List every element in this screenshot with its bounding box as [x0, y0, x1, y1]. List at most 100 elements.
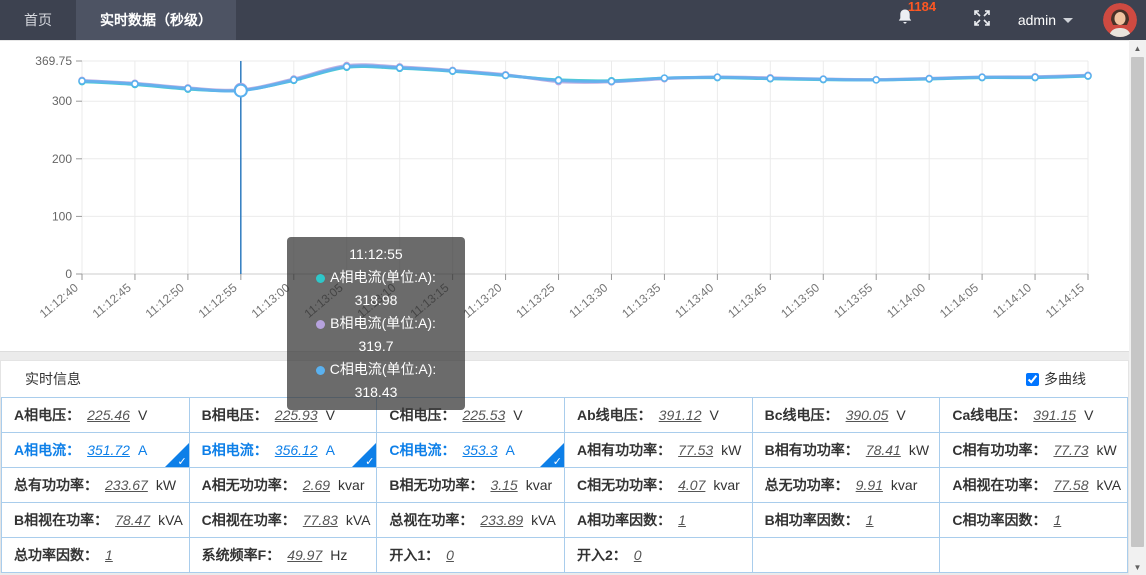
table-cell[interactable]: A相功率因数： 1 — [565, 503, 753, 538]
fullscreen-button[interactable] — [972, 8, 992, 33]
metric-value-link[interactable]: 233.89 — [480, 512, 524, 528]
table-cell[interactable]: C相电流： 353.3 A ✓ — [377, 433, 565, 468]
metric-label: C相功率因数： — [952, 512, 1047, 528]
table-cell[interactable]: C相功率因数： 1 — [940, 503, 1128, 538]
metric-unit: A — [325, 442, 335, 458]
table-cell[interactable]: B相视在功率： 78.47 kVA — [2, 503, 190, 538]
metric-value-link[interactable]: 233.67 — [105, 477, 148, 493]
metric-value-link[interactable]: 77.58 — [1053, 477, 1089, 493]
avatar[interactable] — [1103, 3, 1137, 37]
metric-value-link[interactable]: 78.41 — [865, 442, 901, 458]
metric-label: Ca线电压： — [952, 407, 1027, 423]
metric-value-link[interactable]: 9.91 — [855, 477, 883, 493]
realtime-chart[interactable]: 0 100 200 300 369.75 11:12:40 11:12:45 11:12:50… — [0, 41, 1125, 349]
table-cell[interactable]: A相有功功率： 77.53 kW — [565, 433, 753, 468]
metric-value-link[interactable]: 77.53 — [678, 442, 714, 458]
table-cell[interactable]: B相功率因数： 1 — [752, 503, 941, 538]
metric-unit: kvar — [713, 477, 740, 493]
metric-value-link[interactable]: 351.72 — [87, 442, 130, 458]
metric-value-link[interactable]: 0 — [633, 547, 642, 563]
table-cell[interactable]: C相电压： 225.53 V — [377, 398, 565, 433]
svg-text:11:12:55: 11:12:55 — [196, 280, 240, 320]
scrollbar-up-button[interactable]: ▲ — [1133, 43, 1142, 53]
metric-label: A相视在功率： — [952, 477, 1047, 493]
table-cell[interactable]: Ab线电压： 391.12 V — [565, 398, 753, 433]
table-cell-empty — [940, 538, 1128, 573]
metric-label: B相有功功率： — [764, 442, 859, 458]
metric-value-link[interactable]: 356.12 — [274, 442, 318, 458]
scrollbar-down-button[interactable]: ▼ — [1133, 562, 1142, 572]
table-cell[interactable]: B相电流： 356.12 A ✓ — [189, 433, 378, 468]
metric-value-link[interactable]: 391.12 — [658, 407, 702, 423]
info-panel-title: 实时信息 — [25, 371, 81, 387]
table-cell[interactable]: C相视在功率： 77.83 kVA — [189, 503, 378, 538]
metric-label: A相有功功率： — [577, 442, 672, 458]
metric-label: Ab线电压： — [577, 407, 652, 423]
metric-unit: V — [325, 407, 335, 423]
svg-text:11:14:05: 11:14:05 — [937, 280, 981, 320]
table-cell[interactable]: 开入2： 0 — [565, 538, 753, 573]
check-icon: ✓ — [177, 456, 187, 468]
metric-value-link[interactable]: 225.46 — [87, 407, 130, 423]
metric-value-link[interactable]: 391.15 — [1033, 407, 1077, 423]
svg-text:11:13:55: 11:13:55 — [831, 280, 875, 320]
table-cell[interactable]: C相有功功率： 77.73 kW — [940, 433, 1128, 468]
metric-label: 总有功功率： — [14, 477, 98, 493]
table-cell[interactable]: B相电压： 225.93 V — [189, 398, 378, 433]
table-cell[interactable]: 总视在功率： 233.89 kVA — [377, 503, 565, 538]
table-cell[interactable]: A相视在功率： 77.58 kVA — [940, 468, 1128, 503]
svg-text:369.75: 369.75 — [35, 54, 72, 68]
metric-value-link[interactable]: 49.97 — [287, 547, 323, 563]
metric-value-link[interactable]: 3.15 — [490, 477, 518, 493]
metric-label: 总功率因数： — [14, 547, 98, 563]
metric-value-link[interactable]: 1 — [678, 512, 686, 528]
table-cell[interactable]: A相电压： 225.46 V — [2, 398, 190, 433]
username: admin — [1017, 12, 1056, 28]
metric-value-link[interactable]: 1 — [105, 547, 113, 563]
metric-value-link[interactable]: 225.93 — [274, 407, 318, 423]
metric-value-link[interactable]: 1 — [865, 512, 874, 528]
metric-value-link[interactable]: 77.83 — [302, 512, 338, 528]
table-cell[interactable]: B相无功功率： 3.15 kvar — [377, 468, 565, 503]
table-cell[interactable]: C相无功功率： 4.07 kvar — [565, 468, 753, 503]
metric-unit: kVA — [158, 512, 183, 528]
notification-bell-button[interactable]: 1184 — [896, 0, 936, 32]
svg-text:200: 200 — [52, 152, 72, 166]
metric-value-link[interactable]: 225.53 — [462, 407, 506, 423]
tab-home[interactable]: 首页 — [24, 12, 52, 28]
table-cell[interactable]: 总功率因数： 1 — [2, 538, 190, 573]
table-cell[interactable]: A相电流： 351.72 A ✓ — [2, 433, 190, 468]
tab-realtime-data[interactable]: 实时数据（秒级） — [76, 0, 236, 40]
metric-label: A相电流： — [14, 442, 81, 458]
table-cell[interactable]: 总有功功率： 233.67 kW — [2, 468, 190, 503]
metric-value-link[interactable]: 0 — [446, 547, 454, 563]
metric-value-link[interactable]: 390.05 — [845, 407, 889, 423]
metric-unit: V — [513, 407, 523, 423]
metric-value-link[interactable]: 77.73 — [1053, 442, 1089, 458]
svg-text:11:13:40: 11:13:40 — [672, 280, 716, 320]
svg-text:11:13:10: 11:13:10 — [355, 280, 399, 320]
selected-corner-badge — [352, 443, 377, 467]
table-cell[interactable]: 开入1： 0 — [377, 538, 565, 573]
metric-value-link[interactable]: 78.47 — [115, 512, 151, 528]
user-menu[interactable]: admin — [1018, 12, 1073, 28]
metric-value-link[interactable]: 1 — [1053, 512, 1062, 528]
scrollbar-thumb[interactable] — [1131, 57, 1144, 547]
table-cell[interactable]: Ca线电压： 391.15 V — [940, 398, 1128, 433]
metric-value-link[interactable]: 4.07 — [678, 477, 706, 493]
metric-value-link[interactable]: 2.69 — [302, 477, 331, 493]
table-cell[interactable]: B相有功功率： 78.41 kW — [752, 433, 941, 468]
metric-unit: kVA — [345, 512, 371, 528]
multi-curve-toggle[interactable]: 多曲线 — [1026, 369, 1086, 389]
metric-value-link[interactable]: 353.3 — [462, 442, 498, 458]
multi-curve-checkbox[interactable] — [1026, 372, 1039, 386]
page-scrollbar[interactable]: ▲ ▼ — [1129, 40, 1146, 575]
table-cell[interactable]: 总无功功率： 9.91 kvar — [752, 468, 941, 503]
metric-unit: kvar — [525, 477, 553, 493]
table-cell[interactable]: Bc线电压： 390.05 V — [752, 398, 941, 433]
svg-text:11:13:15: 11:13:15 — [407, 280, 451, 320]
realtime-table: A相电压： 225.46 V B相电压： 225.93 V C相电压： 225.53 V Ab线电… — [1, 397, 1128, 573]
metric-label: B相功率因数： — [764, 512, 859, 528]
table-cell[interactable]: 系统频率F： 49.97 Hz — [189, 538, 378, 573]
table-cell[interactable]: A相无功功率： 2.69 kvar — [189, 468, 378, 503]
